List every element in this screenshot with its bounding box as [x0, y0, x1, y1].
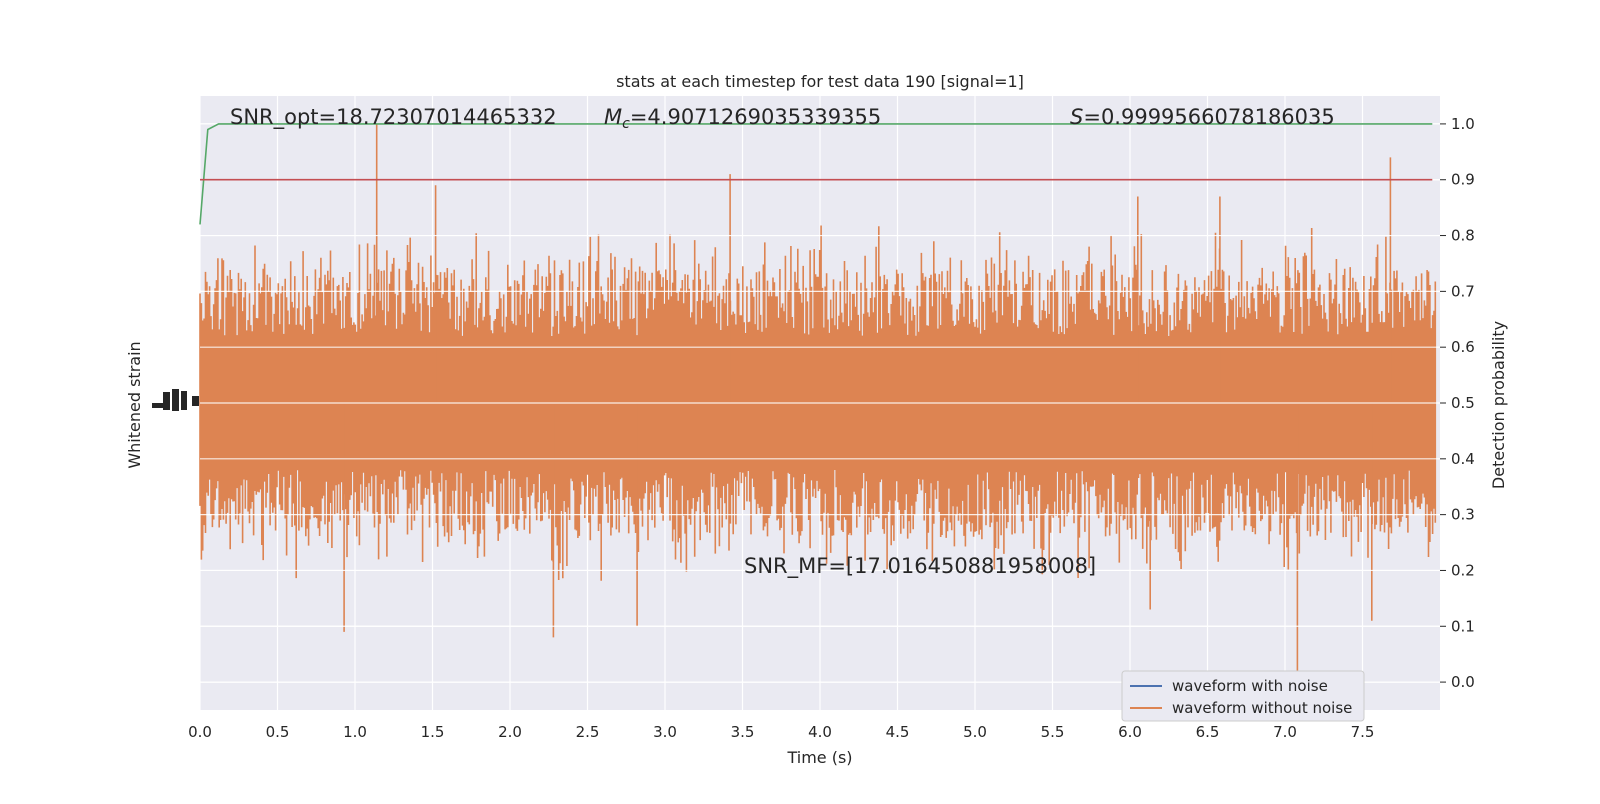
- x-tick-label: 4.0: [808, 723, 832, 741]
- annotation-s: S=0.9999566078186035: [1070, 105, 1335, 129]
- left-tick-mark: [163, 392, 170, 410]
- y-tick-label: 0.8: [1451, 227, 1475, 245]
- y-tick-label: 1.0: [1451, 115, 1475, 133]
- legend: waveform with noise waveform without noi…: [1121, 670, 1365, 722]
- annotation-chirp-mass: Mc=4.9071269035339355: [604, 105, 881, 132]
- left-axis-tick-artifacts: [152, 389, 199, 411]
- left-tick-mark: [192, 396, 199, 406]
- y-tick-label: 0.4: [1451, 450, 1475, 468]
- y-axis-label-right: Detection probability: [1489, 321, 1508, 489]
- strain-trace: [199, 225, 1437, 581]
- x-tick-label: 2.0: [498, 723, 522, 741]
- series-detection-probability: [199, 123, 1433, 225]
- x-tick-label: 7.0: [1273, 723, 1297, 741]
- x-tick-label: 5.0: [963, 723, 987, 741]
- y-tick-label: 0.5: [1451, 394, 1475, 412]
- x-tick-label: 7.5: [1351, 723, 1375, 741]
- lines-layer: [199, 123, 1433, 225]
- x-axis-label: Time (s): [786, 748, 852, 767]
- y-tick-label: 0.0: [1451, 673, 1475, 691]
- x-tick-label: 4.5: [886, 723, 910, 741]
- s-value: =0.9999566078186035: [1083, 105, 1334, 129]
- y-tick-label: 0.7: [1451, 282, 1475, 300]
- x-tick-label: 6.0: [1118, 723, 1142, 741]
- legend-label-without-noise: waveform without noise: [1172, 699, 1352, 717]
- series-waveform-without-noise: [199, 123, 1440, 683]
- x-tick-label: 0.0: [188, 723, 212, 741]
- y-axis-label-left: Whitened strain: [125, 341, 144, 468]
- x-tick-label: 6.5: [1196, 723, 1220, 741]
- x-tick-label: 1.5: [421, 723, 445, 741]
- y-tick-label: 0.1: [1451, 617, 1475, 635]
- left-tick-mark: [181, 391, 187, 410]
- y-tick-label: 0.9: [1451, 171, 1475, 189]
- x-tick-label: 0.5: [266, 723, 290, 741]
- x-axis-ticks: 0.0 0.5 1.0 1.5 2.0 2.5 3.0 3.5 4.0 4.5 5.0 5.5 6.0 6…: [188, 723, 1374, 741]
- left-tick-mark: [152, 403, 166, 408]
- chart-title: stats at each timestep for test data 190…: [616, 72, 1024, 91]
- chirp-mass-value: =4.9071269035339355: [630, 105, 881, 129]
- y-tick-label: 0.3: [1451, 506, 1475, 524]
- chirp-mass-symbol: M: [604, 105, 622, 129]
- x-tick-label: 3.5: [731, 723, 755, 741]
- s-symbol: S: [1070, 105, 1083, 129]
- annotation-snr-opt: SNR_opt=18.72307014465332: [230, 105, 557, 130]
- x-tick-label: 5.5: [1041, 723, 1065, 741]
- x-tick-label: 1.0: [343, 723, 367, 741]
- y-tick-label: 0.2: [1451, 561, 1475, 579]
- legend-label-with-noise: waveform with noise: [1172, 677, 1328, 695]
- x-tick-label: 2.5: [576, 723, 600, 741]
- x-tick-label: 3.0: [653, 723, 677, 741]
- y-axis-ticks-right: 0.0 0.1 0.2 0.3 0.4 0.5 0.6 0.7 0.8 0.9 1.0: [1440, 115, 1475, 691]
- left-tick-mark: [172, 389, 179, 411]
- y-tick-label: 0.6: [1451, 338, 1475, 356]
- annotation-snr-mf: SNR_MF=[17.016450881958008]: [744, 554, 1096, 579]
- legend-box: [1121, 670, 1365, 722]
- chirp-mass-subscript: c: [622, 116, 630, 132]
